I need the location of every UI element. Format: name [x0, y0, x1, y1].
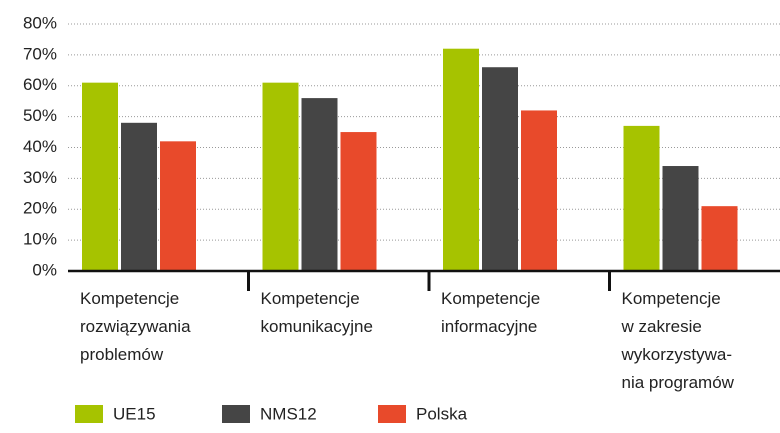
legend-label: Polska	[416, 404, 468, 423]
y-tick-label: 70%	[23, 44, 57, 63]
bar	[482, 67, 518, 271]
bar	[301, 98, 338, 271]
x-tick-label: Kompetencje rozwiązywania problemów	[80, 289, 191, 364]
bar	[160, 141, 196, 271]
bar	[521, 110, 557, 271]
y-tick-label: 20%	[23, 199, 57, 218]
y-tick-label: 80%	[23, 13, 57, 32]
legend-label: NMS12	[260, 404, 317, 423]
bar	[443, 48, 479, 272]
bar	[701, 206, 738, 271]
x-tick-label: Kompetencje informacyjne	[441, 289, 540, 336]
legend-swatch	[222, 405, 250, 423]
x-tick-label: Kompetencje w zakresie wykorzystywa-nia pr…	[621, 289, 735, 392]
x-tick-label: Kompetencje komunikacyjne	[261, 289, 373, 336]
legend-label: UE15	[113, 404, 156, 423]
y-tick-label: 40%	[23, 137, 57, 156]
bar	[262, 82, 299, 271]
y-tick-label: 60%	[23, 75, 57, 94]
bar	[662, 166, 699, 271]
bar	[121, 122, 157, 271]
y-tick-label: 10%	[23, 230, 57, 249]
legend-swatch	[378, 405, 406, 423]
y-tick-label: 30%	[23, 168, 57, 187]
bar	[623, 125, 660, 271]
bar	[82, 82, 118, 271]
y-tick-label: 50%	[23, 106, 57, 125]
y-tick-label: 0%	[32, 260, 57, 279]
bar	[340, 132, 377, 271]
legend-swatch	[75, 405, 103, 423]
